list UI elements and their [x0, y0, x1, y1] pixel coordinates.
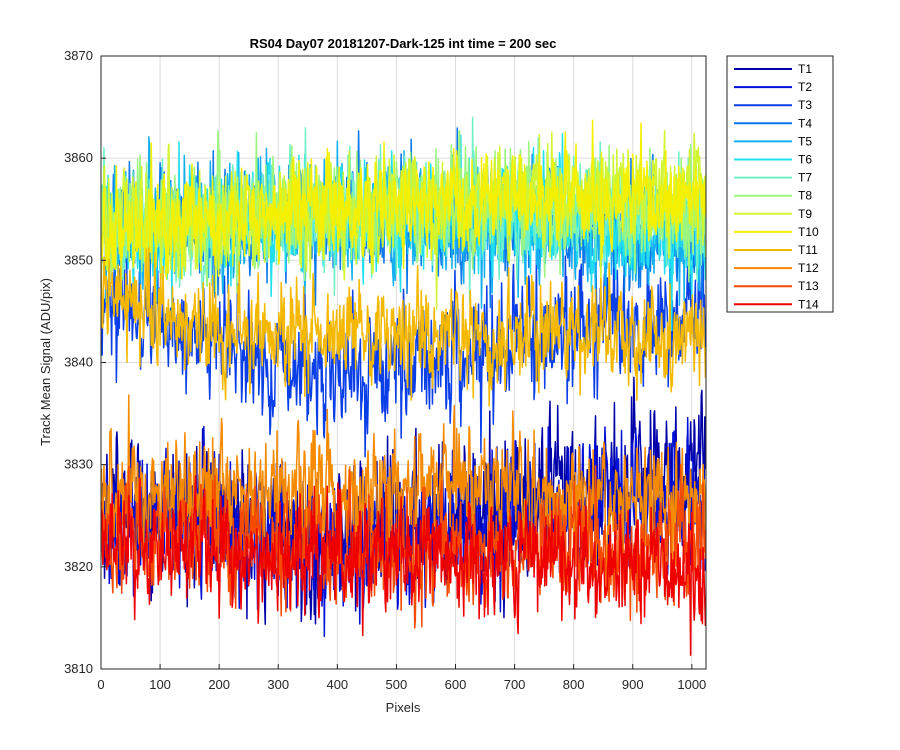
y-tick-label: 3860	[64, 150, 93, 165]
y-tick-label: 3820	[64, 559, 93, 574]
legend-label-t12: T12	[798, 261, 819, 275]
legend: T1 T2 T3 T4 T5 T6 T7 T8 T9 T10 T11 T12 T13 T14	[726, 55, 834, 313]
x-tick-label: 0	[97, 677, 104, 692]
y-axis-label: Track Mean Signal (ADU/pix)	[38, 278, 53, 446]
x-axis-ticks: 0 100 200 300 400 500 600 700 800 900 1000	[97, 664, 706, 692]
plot-area	[100, 55, 707, 670]
y-axis-ticks: 3810 3820 3830 3840 3850 3860 3870	[64, 48, 106, 676]
x-tick-label: 500	[386, 677, 408, 692]
x-tick-label: 800	[563, 677, 585, 692]
y-tick-label: 3810	[64, 661, 93, 676]
x-tick-label: 900	[622, 677, 644, 692]
legend-label-t3: T3	[798, 98, 812, 112]
legend-label-t13: T13	[798, 279, 819, 293]
y-tick-label: 3870	[64, 48, 93, 63]
legend-label-t14: T14	[798, 297, 819, 311]
legend-label-t8: T8	[798, 189, 812, 203]
series-line-t11	[101, 247, 706, 407]
chart-title: RS04 Day07 20181207-Dark-125 int time = …	[250, 36, 557, 51]
legend-label-t2: T2	[798, 80, 812, 94]
y-tick-label: 3840	[64, 355, 93, 370]
y-tick-label: 3850	[64, 252, 93, 267]
legend-label-t10: T10	[798, 225, 819, 239]
legend-label-t5: T5	[798, 134, 812, 148]
x-tick-label: 400	[326, 677, 348, 692]
x-tick-label: 600	[445, 677, 467, 692]
series-lines	[101, 116, 706, 657]
legend-label-t7: T7	[798, 171, 812, 185]
legend-label-t1: T1	[798, 62, 812, 76]
x-tick-label: 200	[208, 677, 230, 692]
legend-label-t4: T4	[798, 116, 812, 130]
legend-box	[726, 55, 834, 313]
x-tick-label: 700	[504, 677, 526, 692]
series-line-t10	[101, 119, 706, 280]
legend-label-t9: T9	[798, 207, 812, 221]
x-tick-label: 1000	[677, 677, 706, 692]
legend-label-t6: T6	[798, 153, 812, 167]
x-tick-label: 300	[267, 677, 289, 692]
series-line-t14	[101, 475, 706, 657]
x-axis-label: Pixels	[386, 700, 421, 715]
x-tick-label: 100	[149, 677, 171, 692]
y-tick-label: 3830	[64, 457, 93, 472]
legend-label-t11: T11	[798, 243, 818, 257]
